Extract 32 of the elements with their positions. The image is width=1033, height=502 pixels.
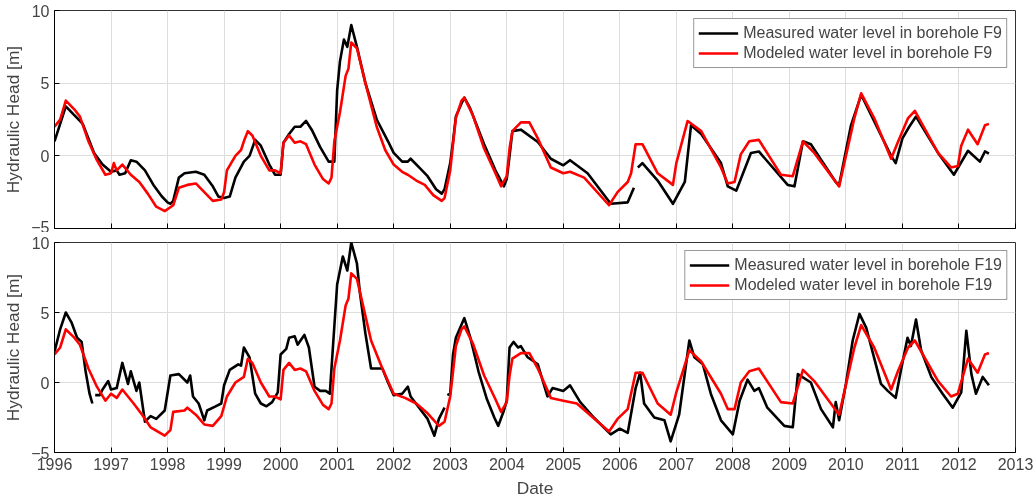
legend-label: Modeled water level in borehole F9 — [743, 44, 993, 62]
x-tick-label: 2013 — [997, 455, 1033, 473]
y-tick-label: 5 — [40, 75, 50, 93]
x-tick-label: 2004 — [488, 455, 525, 473]
x-tick-label: 2000 — [262, 455, 299, 473]
y-tick-label: 0 — [40, 147, 50, 165]
y-tick-label: 10 — [31, 234, 50, 252]
x-axis-title: Date — [516, 477, 554, 498]
y-tick-label: 5 — [40, 304, 50, 322]
x-tick-label: 2008 — [715, 455, 751, 473]
x-tick-label: 2003 — [432, 455, 469, 473]
y-axis-title: Hydraulic Head [m] — [3, 45, 24, 194]
y-tick-label: 0 — [40, 374, 50, 392]
y-tick-label: 10 — [31, 2, 50, 20]
x-tick-label: 2011 — [885, 455, 920, 473]
legend-label: Modeled water level in borehole F19 — [734, 276, 993, 294]
line-series — [54, 272, 991, 437]
x-tick-label: 2012 — [941, 455, 977, 473]
legend-label: Measured water level in borehole F9 — [743, 24, 1002, 42]
y-axis-title: Hydraulic Head [m] — [3, 273, 24, 422]
x-tick-label: 1998 — [149, 455, 186, 473]
x-tick-label: 2009 — [771, 455, 808, 473]
x-tick-label: 2005 — [545, 455, 582, 473]
x-tick-label: 1999 — [206, 455, 242, 473]
x-tick-label: 2001 — [319, 455, 356, 473]
x-tick-label: 1997 — [93, 455, 129, 473]
x-tick-label: 2002 — [375, 455, 412, 473]
x-tick-label: 2006 — [602, 455, 638, 473]
x-tick-label: 2007 — [658, 455, 695, 473]
x-tick-label: 2010 — [828, 455, 864, 473]
legend-label: Measured water level in borehole F19 — [734, 256, 1002, 274]
y-tick-label: −5 — [31, 218, 50, 236]
